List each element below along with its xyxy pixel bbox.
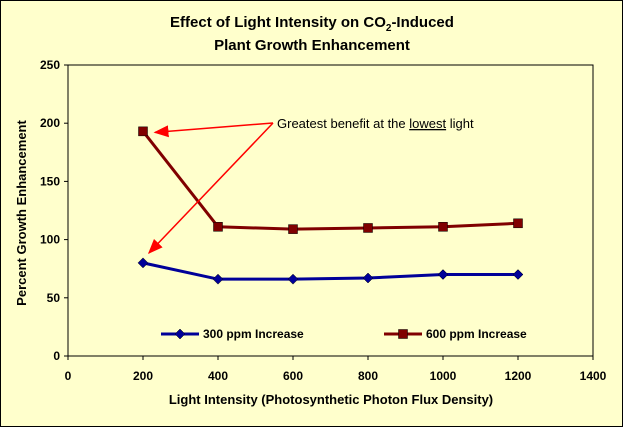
x-tick-label: 200	[133, 369, 153, 383]
series-1-point	[137, 257, 149, 269]
series-2-point	[288, 224, 298, 234]
chart-title-line2: Plant Growth Enhancement	[214, 37, 410, 54]
x-tick-label: 1000	[430, 369, 457, 383]
legend-marker-2	[398, 329, 408, 339]
annotation-arrow-600	[153, 122, 274, 138]
series-1-point	[437, 269, 449, 280]
x-tick-label: 1400	[580, 369, 607, 383]
series-2-point	[363, 223, 373, 233]
series-line-1	[142, 261, 518, 281]
plot-area: 0 50 100 150 200 250 0 200 400 600 800 1000 1200 1400…	[40, 58, 607, 383]
series-2-point	[138, 126, 148, 137]
x-tick-label: 600	[283, 369, 303, 383]
series-1-point	[362, 272, 374, 284]
legend-label-1: 300 ppm Increase	[203, 327, 304, 341]
y-tick-label: 50	[47, 291, 61, 305]
x-tick-label: 800	[358, 369, 378, 383]
annotation-arrow-300	[147, 122, 274, 254]
series-2-point	[438, 222, 448, 232]
chart-title-line1: Effect of Light Intensity on CO2-Induced	[170, 14, 454, 34]
y-tick-label: 200	[40, 116, 60, 130]
y-tick-label: 100	[40, 233, 60, 247]
x-tick-label: 1200	[505, 369, 532, 383]
series-line-2	[141, 130, 519, 231]
series-1-point	[212, 273, 224, 285]
series-1-point	[512, 269, 524, 280]
legend-label-2: 600 ppm Increase	[426, 327, 527, 341]
annotation-text: Greatest benefit at the lowest light	[277, 116, 474, 131]
x-tick-label: 400	[208, 369, 228, 383]
series-2-point	[213, 222, 223, 232]
y-tick-label: 0	[53, 349, 60, 363]
series-1-point	[287, 273, 299, 285]
x-axis-label: Light Intensity (Photosynthetic Photon F…	[169, 392, 493, 407]
y-axis-label: Percent Growth Enhancement	[14, 120, 29, 306]
plot-border	[67, 64, 594, 357]
y-tick-label: 250	[40, 58, 60, 72]
y-tick-label: 150	[40, 174, 60, 188]
legend-marker-1	[174, 328, 186, 340]
series-2-point	[513, 218, 523, 229]
x-tick-label: 0	[65, 369, 72, 383]
